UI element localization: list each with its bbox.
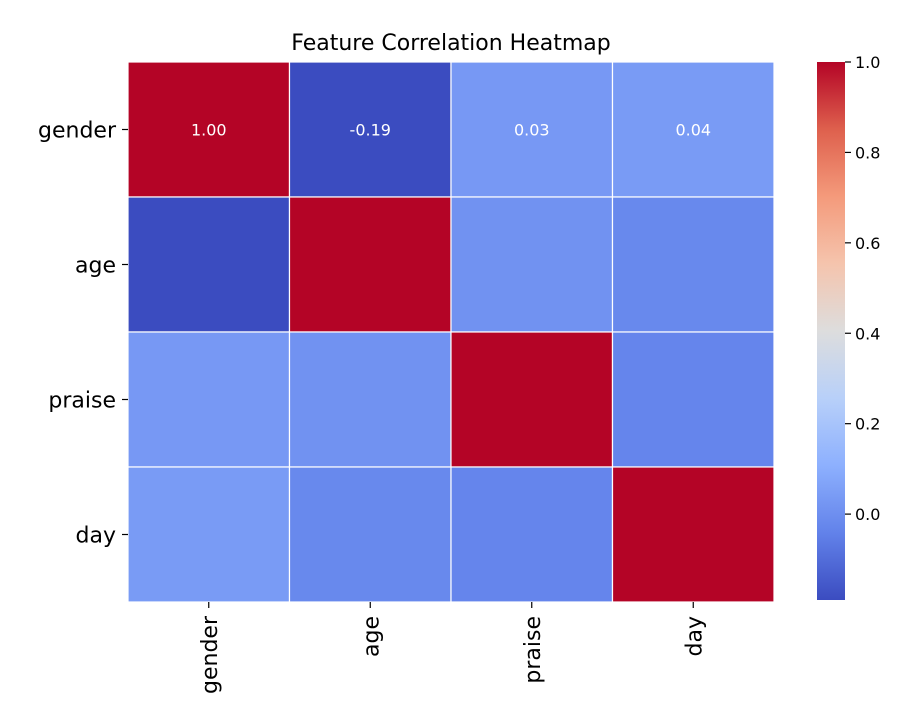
column-tick-label: age — [359, 616, 384, 657]
heatmap-cell-gender-gender — [127, 61, 291, 198]
heatmap-cell-praise-age — [288, 331, 452, 468]
colorbar-tick-label: 1.0 — [855, 53, 880, 72]
heatmap-cell-gender-day — [611, 61, 775, 198]
heatmap-cell-age-age — [288, 196, 452, 333]
heatmap-cell-day-gender — [127, 466, 291, 603]
heatmap-cell-day-age — [288, 466, 452, 603]
column-tick-label: gender — [198, 615, 223, 694]
column-axis: gender age praise day — [198, 602, 707, 694]
heatmap-cell-gender-praise — [450, 61, 614, 198]
cell-annotation: -0.19 — [350, 121, 391, 140]
colorbar-tick-label: 0.8 — [855, 143, 880, 162]
chart-title: Feature Correlation Heatmap — [291, 31, 611, 56]
cell-annotation: 1.00 — [191, 121, 227, 140]
colorbar-tick-label: 0.4 — [855, 324, 880, 343]
colorbar: 0.0 0.2 0.4 0.6 0.8 1.0 — [817, 53, 880, 600]
colorbar-tick-label: 0.6 — [855, 234, 880, 253]
heatmap-cell-age-praise — [450, 196, 614, 333]
heatmap-cell-praise-day — [611, 331, 775, 468]
column-tick-label: praise — [521, 616, 546, 684]
heatmap-cell-day-praise — [450, 466, 614, 603]
colorbar-tick-label: 0.0 — [855, 505, 880, 524]
row-tick-label: age — [75, 254, 116, 279]
column-tick-label: day — [682, 616, 707, 656]
row-tick-label: gender — [38, 119, 117, 144]
heatmap-cell-gender-age — [288, 61, 452, 198]
row-tick-label: praise — [48, 389, 116, 414]
heatmap-cell-praise-gender — [127, 331, 291, 468]
heatmap-cell-age-gender — [127, 196, 291, 333]
heatmap-cell-day-day — [611, 466, 775, 603]
heatmap-cell-age-day — [611, 196, 775, 333]
heatmap-annotations: 1.00 -0.19 0.03 0.04 — [191, 121, 711, 140]
heatmap-cells — [127, 61, 775, 603]
colorbar-tick-label: 0.2 — [855, 415, 880, 434]
row-axis: gender age praise day — [38, 119, 128, 549]
cell-annotation: 0.03 — [514, 121, 550, 140]
heatmap-cell-praise-praise — [450, 331, 614, 468]
row-tick-label: day — [76, 524, 116, 549]
cell-annotation: 0.04 — [675, 121, 711, 140]
colorbar-gradient — [817, 62, 845, 600]
